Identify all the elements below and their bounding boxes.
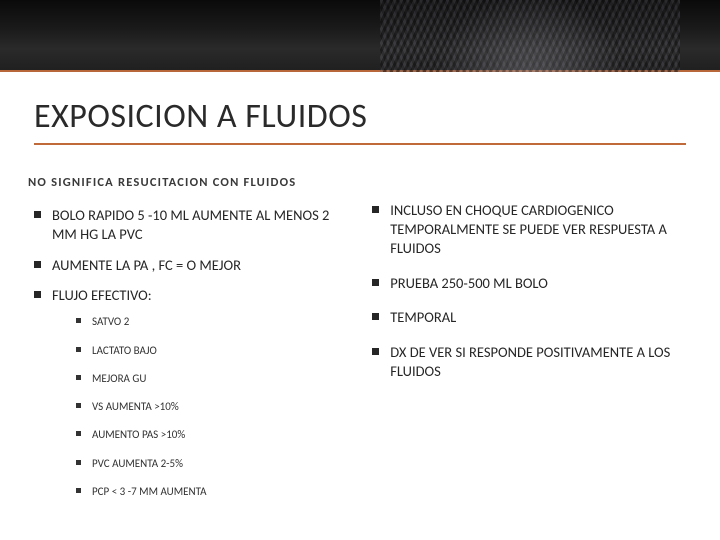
right-column: INCLUSO EN CHOQUE CARDIOGENICO TEMPORALM…: [372, 175, 692, 513]
list-item: FLUJO EFECTIVO: SATVO 2 LACTATO BAJO MEJ…: [34, 286, 354, 499]
list-item: PRUEBA 250-500 ML BOLO: [372, 274, 692, 293]
sub-list-item: AUMENTO PAS >10%: [76, 428, 354, 442]
left-subtitle: NO SIGNIFICA RESUCITACION CON FLUIDOS: [28, 175, 354, 192]
slide-top-banner: [0, 0, 720, 72]
left-column: NO SIGNIFICA RESUCITACION CON FLUIDOS BO…: [28, 175, 354, 513]
sub-list-item: SATVO 2: [76, 315, 354, 329]
right-main-list: INCLUSO EN CHOQUE CARDIOGENICO TEMPORALM…: [372, 201, 692, 381]
list-item: INCLUSO EN CHOQUE CARDIOGENICO TEMPORALM…: [372, 201, 692, 258]
title-block: EXPOSICION A FLUIDOS: [0, 72, 720, 153]
sub-list-item: LACTATO BAJO: [76, 344, 354, 358]
list-item-label: FLUJO EFECTIVO:: [52, 286, 152, 304]
list-item: BOLO RAPIDO 5 -10 ML AUMENTE AL MENOS 2 …: [34, 206, 354, 244]
list-item: TEMPORAL: [372, 308, 692, 327]
title-underline: [34, 143, 686, 145]
slide-title: EXPOSICION A FLUIDOS: [34, 96, 686, 137]
sub-list-item: VS AUMENTA >10%: [76, 400, 354, 414]
sub-list-item: PVC AUMENTA 2-5%: [76, 457, 354, 471]
left-main-list: BOLO RAPIDO 5 -10 ML AUMENTE AL MENOS 2 …: [28, 206, 354, 499]
sub-list-item: PCP < 3 -7 MM AUMENTA: [76, 485, 354, 499]
left-sub-list: SATVO 2 LACTATO BAJO MEJORA GU VS AUMENT…: [52, 315, 354, 499]
sub-list-item: MEJORA GU: [76, 372, 354, 386]
content-columns: NO SIGNIFICA RESUCITACION CON FLUIDOS BO…: [0, 153, 720, 513]
list-item: DX DE VER SI RESPONDE POSITIVAMENTE A LO…: [372, 343, 692, 381]
list-item: AUMENTE LA PA , FC = O MEJOR: [34, 256, 354, 275]
